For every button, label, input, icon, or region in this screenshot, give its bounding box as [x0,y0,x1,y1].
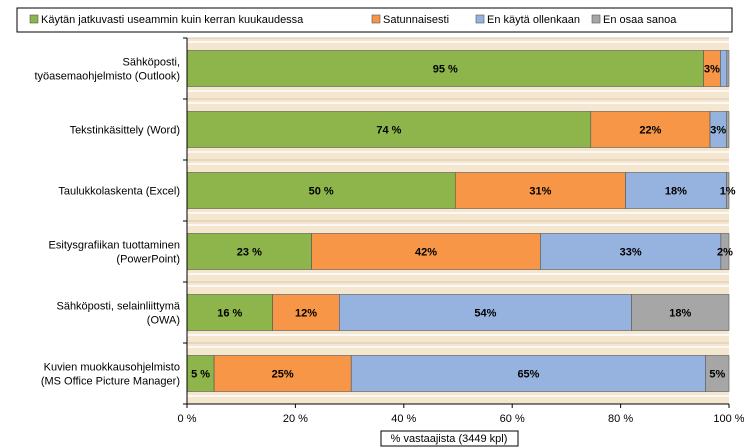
bar-segment [631,294,730,331]
data-label: 1% [720,186,736,198]
data-label: 18% [669,308,691,320]
x-tick-label: 100 % [713,413,744,425]
legend: Käytän jatkuvasti useammin kuin kerran k… [16,7,733,33]
x-axis-title-text: % vastaajista (3449 kpl) [391,433,508,445]
data-label: 54% [474,308,496,320]
data-label: 5% [709,369,725,381]
bar-segment [454,172,626,209]
legend-label: En osaa sanoa [603,14,677,26]
data-label: 74 % [376,125,401,137]
data-label: 31% [529,186,551,198]
data-label: 2% [717,247,733,259]
legend-swatch [29,14,39,24]
legend-swatch [371,14,381,24]
bar-segment [186,172,456,209]
bar-segment [725,172,730,209]
legend-items: Käytän jatkuvasti useammin kuin kerran k… [29,14,677,26]
bar-segment [590,111,711,148]
data-label: 95 % [433,64,458,76]
bar-segment [186,294,273,331]
category-label: Taulukkolaskenta (Excel) [58,186,180,198]
bar-segment [625,172,727,209]
data-label: 22% [639,125,661,137]
bar-segment [213,355,352,392]
category-label: Tekstinkäsittely (Word) [70,125,180,137]
bar-segment [272,294,340,331]
data-label: 65% [517,369,539,381]
data-label: 5 % [191,369,210,381]
category-label: Sähköposti, selainliittymä (OWA) [56,301,180,327]
x-tick-label: 40 % [391,413,416,425]
bar-segment [720,50,728,87]
x-axis-title-frame [380,430,519,447]
bar-segment [186,355,215,392]
data-label: 23 % [237,247,262,259]
bar-segment [726,50,730,87]
bar-segment [540,233,722,270]
data-label: 50 % [309,186,334,198]
data-label: 25% [272,369,294,381]
bar-segment [186,233,312,270]
data-label: 12% [295,308,317,320]
data-label: 16 % [217,308,242,320]
bar-segment [705,355,730,392]
data-label: 42% [415,247,437,259]
bar-segment [186,111,592,148]
bar-segment [725,111,730,148]
bar-segment [311,233,541,270]
x-tick-label: 20 % [283,413,308,425]
x-tick-label: 80 % [608,413,633,425]
data-label: 3% [710,125,726,137]
data-label: 33% [620,247,642,259]
legend-label: En käytä ollenkaan [487,14,580,26]
bar-segment [720,233,730,270]
plot-area: 95 % 3% Sähköposti, työasemaohjelmisto (Out… [34,37,744,425]
x-tick-label: 60 % [500,413,525,425]
bar-segment [350,355,706,392]
x-tick-label: 0 % [178,413,197,425]
category-label: Esitysgrafiikan tuottaminen (PowerPoint) [49,240,180,266]
category-label: Kuvien muokkausohjelmisto (MS Office Pict… [41,362,180,388]
legend-label: Satunnaisesti [383,14,449,26]
data-label: 3% [704,64,720,76]
x-axis-title: % vastaajista (3449 kpl) [380,430,519,447]
legend-swatch [591,14,601,24]
legend-label: Käytän jatkuvasti useammin kuin kerran k… [41,14,304,26]
category-label: Sähköposti, työasemaohjelmisto (Outlook) [34,57,180,83]
legend-swatch [475,14,485,24]
data-label: 18% [665,186,687,198]
